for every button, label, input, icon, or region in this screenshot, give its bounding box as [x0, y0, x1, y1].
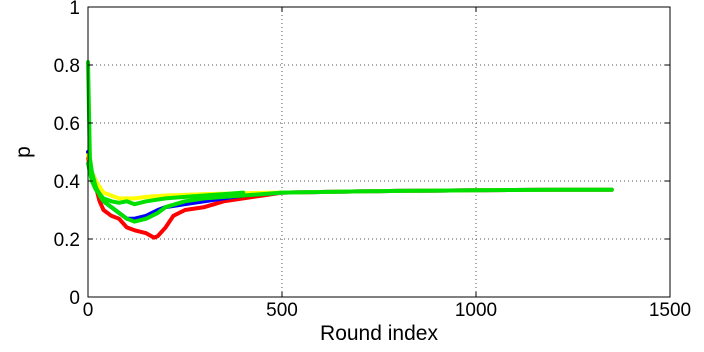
x-tick-label: 1000 [455, 300, 497, 321]
y-tick-label: 0.8 [54, 56, 80, 77]
x-tick-label: 0 [83, 300, 94, 321]
y-tick-label: 0.2 [54, 230, 80, 251]
series-line-5 [86, 161, 246, 207]
y-tick-label: 1 [69, 0, 80, 19]
y-tick-label: 0.4 [54, 172, 81, 193]
plot-frame [87, 6, 671, 298]
x-tick-label: 1500 [649, 300, 691, 321]
y-tick-label: 0 [69, 288, 80, 309]
ticks: 0 500 1000 1500 0 0.2 0.4 0.6 0.8 1 [54, 0, 692, 321]
x-tick-label: 500 [266, 300, 298, 321]
y-tick-label: 0.6 [54, 114, 80, 135]
grid [88, 7, 670, 297]
x-axis-label: Round index [320, 322, 438, 345]
series-lines [86, 60, 614, 240]
y-axis-label: p [12, 146, 35, 158]
